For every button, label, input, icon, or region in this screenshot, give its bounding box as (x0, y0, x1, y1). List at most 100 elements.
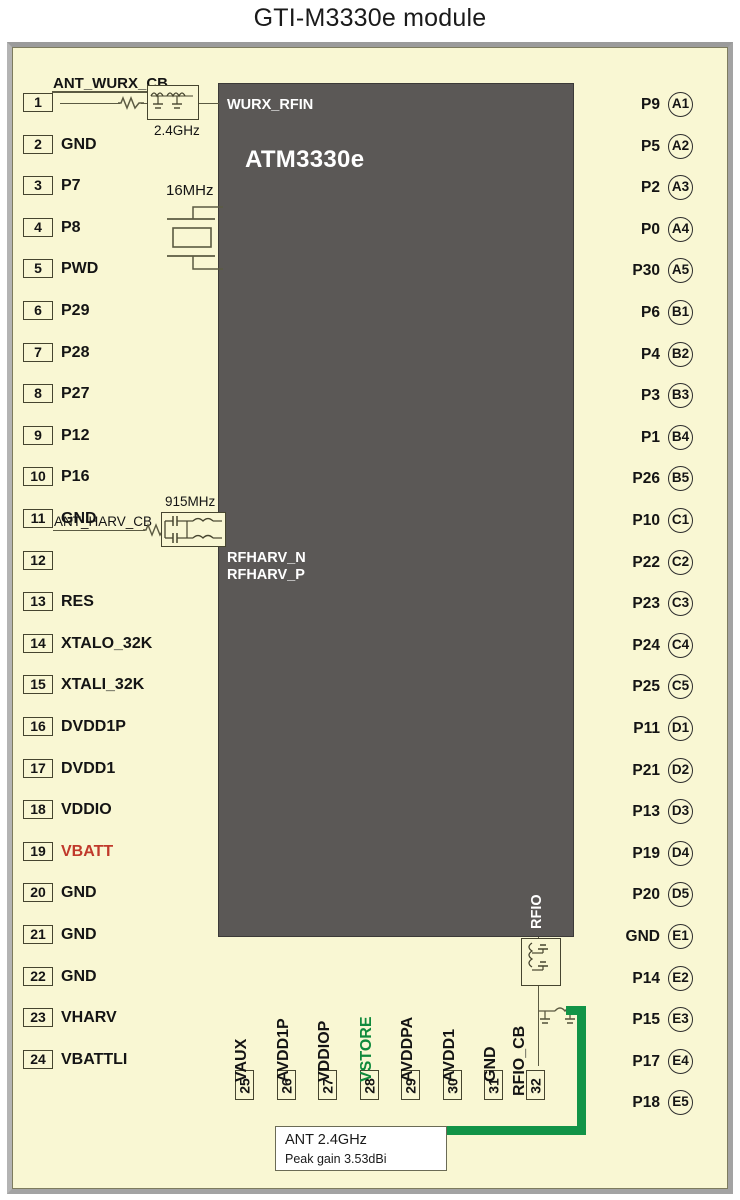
left-pin-pad-17[interactable]: 17 (23, 758, 53, 778)
left-pin-label-13: RES (61, 593, 94, 611)
left-pin-pad-9[interactable]: 9 (23, 425, 53, 445)
left-pin-label-17: DVDD1 (61, 759, 116, 777)
bottom-pin-pad-29[interactable]: 29 (401, 1070, 420, 1100)
right-ball-pad-E4[interactable]: E4 (668, 1048, 693, 1074)
right-ball-pad-D2[interactable]: D2 (668, 757, 693, 783)
bottom-pin-label-27: VDDIOP (316, 1020, 333, 1082)
bottom-pin-pad-26[interactable]: 26 (276, 1070, 296, 1100)
left-pin-pad-8[interactable]: 8 (23, 384, 53, 404)
left-pin-pad-12[interactable]: 12 (23, 550, 53, 570)
right-ball-label-C3: P23 (632, 595, 660, 613)
right-ball-pad-D1[interactable]: D1 (668, 716, 693, 741)
left-pin-label-5: PWD (61, 260, 99, 278)
right-ball-pad-C4[interactable]: C4 (668, 632, 693, 658)
left-pin-pad-2[interactable]: 2 (23, 134, 53, 154)
chip-body-atm3330e: ATM3330e WURX_RFIN RFHARV_N RFHARV_P RFI… (218, 83, 574, 937)
right-ball-label-B5: P26 (632, 470, 660, 488)
right-ball-pad-B3[interactable]: B3 (668, 383, 693, 409)
left-pin-pad-1[interactable]: 1 (23, 93, 53, 112)
net-label-ant-harv-cb: ANT_HARV_CB (54, 514, 153, 529)
right-ball-label-C1: P10 (632, 512, 660, 529)
left-pin-pad-15[interactable]: 15 (23, 675, 53, 695)
matching-network-2g4-symbol (150, 92, 193, 109)
right-ball-pad-C2[interactable]: C2 (668, 549, 693, 575)
right-ball-pad-D4[interactable]: D4 (668, 840, 693, 866)
left-pin-label-20: GND (61, 884, 97, 902)
left-pin-pad-16[interactable]: 16 (23, 717, 53, 736)
right-ball-pad-B1[interactable]: B1 (668, 300, 693, 325)
chip-net-rfio: RFIO (529, 894, 545, 929)
left-pin-pad-5[interactable]: 5 (23, 259, 53, 279)
right-ball-pad-E5[interactable]: E5 (668, 1090, 693, 1116)
freq-label-16mhz: 16MHz (166, 182, 214, 199)
right-ball-pad-A3[interactable]: A3 (668, 175, 693, 201)
right-ball-pad-C5[interactable]: C5 (668, 674, 693, 700)
bottom-pin-pad-30[interactable]: 30 (442, 1070, 462, 1100)
left-pin-pad-4[interactable]: 4 (23, 217, 53, 237)
right-ball-label-B2: P4 (641, 345, 660, 363)
left-pin-pad-11[interactable]: 11 (23, 509, 53, 528)
right-ball-pad-A2[interactable]: A2 (668, 133, 693, 159)
left-pin-pad-7[interactable]: 7 (23, 342, 53, 362)
left-pin-label-11: GND (61, 510, 97, 527)
right-ball-pad-B5[interactable]: B5 (668, 466, 693, 492)
left-pin-pad-18[interactable]: 18 (23, 800, 53, 820)
chip-net-rfharv-n: RFHARV_N (227, 550, 306, 566)
right-ball-label-B1: P6 (641, 304, 660, 321)
left-pin-pad-13[interactable]: 13 (23, 592, 53, 612)
left-pin-pad-10[interactable]: 10 (23, 467, 53, 487)
left-pin-pad-14[interactable]: 14 (23, 633, 53, 653)
left-pin-pad-24[interactable]: 24 (23, 1049, 53, 1069)
right-ball-pad-D3[interactable]: D3 (668, 799, 693, 825)
right-ball-pad-E2[interactable]: E2 (668, 965, 693, 991)
bottom-pin-label-26: AVDD1P (274, 1018, 292, 1082)
right-ball-pad-B4[interactable]: B4 (668, 424, 693, 450)
right-ball-label-C2: P22 (632, 553, 660, 571)
right-ball-pad-A1[interactable]: A1 (668, 92, 693, 117)
bottom-pin-pad-27[interactable]: 27 (318, 1070, 337, 1100)
bottom-pin-pad-32[interactable]: 32 (525, 1070, 545, 1100)
left-pin-pad-19[interactable]: 19 (23, 841, 53, 861)
left-pin-pad-3[interactable]: 3 (23, 176, 53, 196)
right-ball-label-D4: P19 (632, 844, 660, 862)
right-ball-pad-E1[interactable]: E1 (668, 924, 693, 949)
right-ball-label-E3: P15 (632, 1011, 660, 1029)
bottom-pin-label-28: VSTORE (357, 1016, 375, 1083)
antenna-gain: Peak gain 3.53dBi (285, 1152, 387, 1166)
bottom-pin-32-label: RFIO_CB (511, 1025, 528, 1096)
left-pin-pad-6[interactable]: 6 (23, 301, 53, 320)
bottom-pin-pad-25[interactable]: 25 (235, 1070, 254, 1100)
chip-part-number: ATM3330e (245, 146, 365, 173)
left-pin-label-7: P28 (61, 343, 90, 361)
crystal-16mhz-symbol (167, 206, 223, 270)
right-ball-label-E2: P14 (632, 969, 660, 987)
right-ball-label-A2: P5 (641, 137, 660, 155)
left-pin-pad-21[interactable]: 21 (23, 925, 53, 944)
left-pin-label-22: GND (61, 967, 97, 985)
right-ball-pad-C1[interactable]: C1 (668, 508, 693, 533)
right-ball-pad-B2[interactable]: B2 (668, 341, 693, 367)
right-ball-label-B3: P3 (641, 387, 660, 405)
left-pin-label-24: VBATTLI (61, 1050, 128, 1068)
right-ball-pad-D5[interactable]: D5 (668, 882, 693, 908)
wire-resistor-to-filter (141, 102, 149, 105)
left-pin-pad-23[interactable]: 23 (23, 1008, 53, 1028)
bottom-pin-pad-28[interactable]: 28 (359, 1070, 379, 1100)
left-pin-pad-20[interactable]: 20 (23, 883, 53, 903)
bottom-pin-label-31: GND (482, 1046, 499, 1082)
freq-label-915m: 915MHz (165, 494, 216, 509)
right-ball-pad-A5[interactable]: A5 (668, 258, 693, 284)
bottom-pin-label-25: VAUX (233, 1038, 250, 1082)
right-ball-pad-A4[interactable]: A4 (668, 216, 693, 242)
bottom-pin-pad-31[interactable]: 31 (484, 1070, 503, 1100)
left-pin-label-8: P27 (61, 385, 90, 403)
right-ball-label-E5: P18 (632, 1094, 660, 1112)
right-ball-pad-C3[interactable]: C3 (668, 591, 693, 617)
module-board: ATM3330e WURX_RFIN RFHARV_N RFHARV_P RFI… (12, 47, 728, 1189)
antenna-title: ANT 2.4GHz (285, 1132, 367, 1148)
left-pin-pad-22[interactable]: 22 (23, 966, 53, 986)
left-pin-label-14: XTALO_32K (61, 634, 153, 652)
freq-label-2g4: 2.4GHz (154, 123, 200, 138)
right-ball-pad-E3[interactable]: E3 (668, 1007, 693, 1033)
